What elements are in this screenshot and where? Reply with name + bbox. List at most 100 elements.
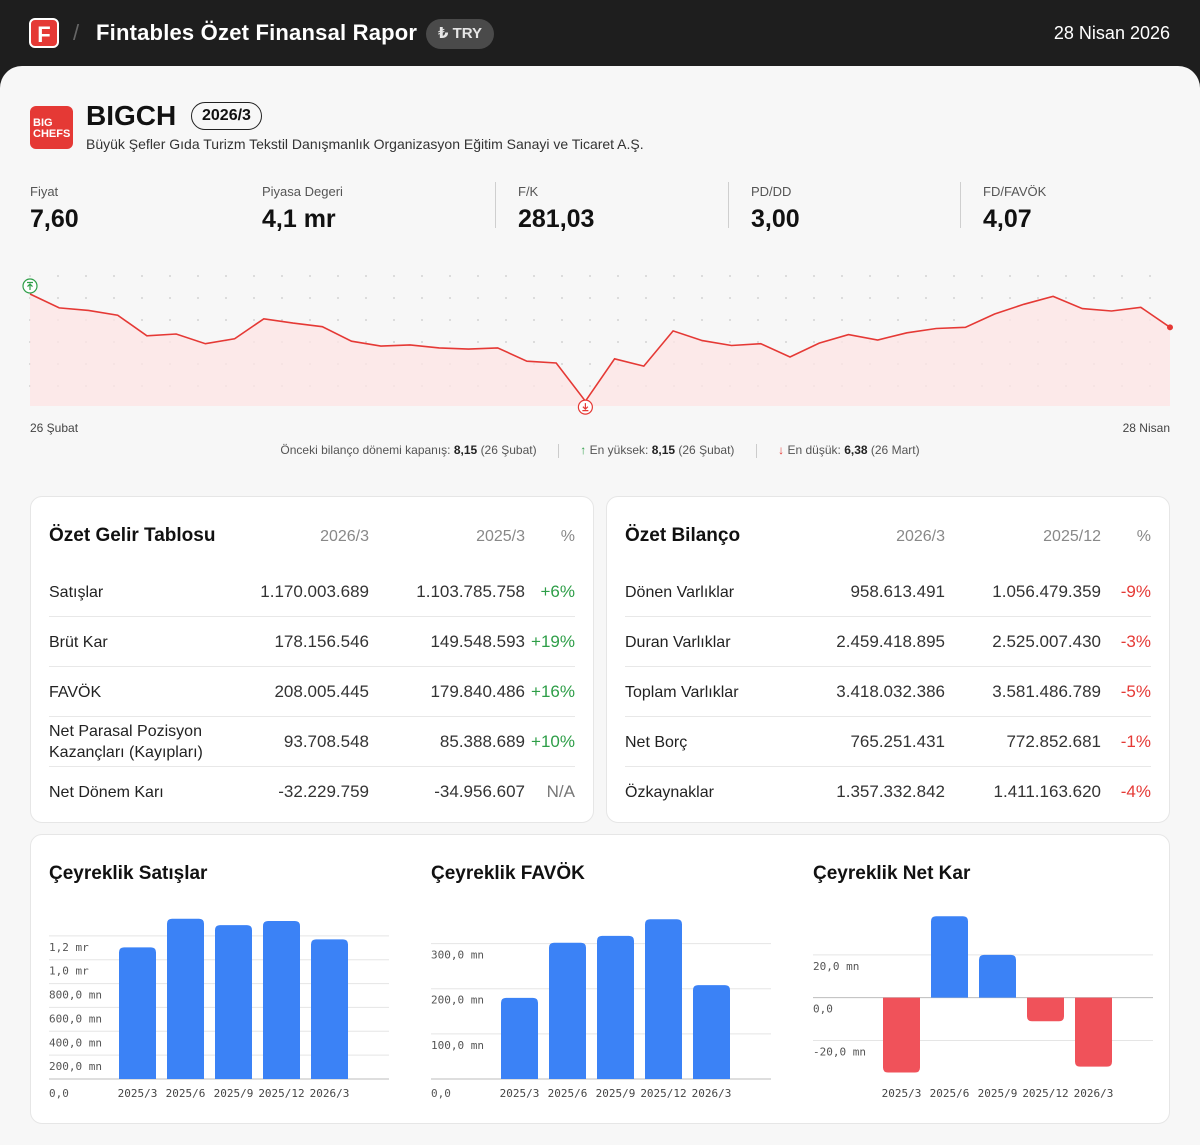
- grid-dot: [477, 275, 479, 277]
- row-value-current: 958.613.491: [850, 582, 945, 601]
- row-label: Net Parasal Pozisyon Kazançları (Kayıpla…: [49, 723, 203, 761]
- price-line-chart[interactable]: [0, 256, 1200, 416]
- grid-dot: [281, 319, 283, 321]
- balance-col-current: 2026/3: [896, 528, 945, 545]
- income-row: Brüt Kar 178.156.546 149.548.593 +19%: [49, 617, 575, 667]
- grid-dot: [645, 275, 647, 277]
- metric-value: 281,03: [518, 205, 595, 233]
- balance-col-previous: 2025/12: [1043, 528, 1101, 545]
- grid-dot: [393, 341, 395, 343]
- row-label: Satışlar: [49, 583, 104, 601]
- high-date: (26 Şubat): [678, 443, 735, 457]
- grid-dot: [869, 319, 871, 321]
- grid-dot: [869, 275, 871, 277]
- company-logo-line1: BIG: [33, 117, 53, 129]
- metric-label: Fiyat: [30, 184, 59, 199]
- x-tick-label: 2025/9: [214, 1087, 254, 1100]
- grid-dot: [813, 319, 815, 321]
- grid-dot: [841, 319, 843, 321]
- grid-dot: [85, 297, 87, 299]
- grid-dot: [925, 275, 927, 277]
- grid-dot: [785, 319, 787, 321]
- price-line: [29, 293, 1171, 403]
- row-value-current: 178.156.546: [274, 632, 369, 651]
- bar: [215, 925, 252, 1079]
- netprofit-bar-chart[interactable]: -20,0 mn 0,0 20,0 mn 2025/3 2025/6 2025/9 2025…: [813, 907, 1155, 1107]
- row-value-current: -32.229.759: [278, 782, 369, 801]
- y-tick-label: 800,0 mn: [49, 989, 102, 1002]
- sales-bar-chart[interactable]: 0,0 200,0 mn 400,0 mn 600,0 mn 800,0 mn 1,0 m…: [49, 907, 391, 1107]
- grid-dot: [1121, 275, 1123, 277]
- bar: [167, 918, 204, 1079]
- grid-dot: [617, 297, 619, 299]
- grid-dot: [309, 297, 311, 299]
- grid-dot: [533, 275, 535, 277]
- metric-divider: [960, 182, 961, 228]
- y-tick-label: 400,0 mn: [49, 1036, 102, 1049]
- row-value-current: 3.418.032.386: [836, 682, 945, 701]
- currency-badge[interactable]: ₺ TRY: [426, 19, 495, 49]
- balance-row: Net Borç 765.251.431 772.852.681 -1%: [625, 717, 1151, 767]
- period-badge[interactable]: 2026/3: [191, 102, 262, 130]
- grid-dot: [113, 275, 115, 277]
- bar: [549, 942, 586, 1079]
- income-row: Net Parasal Pozisyon Kazançları (Kayıpla…: [49, 717, 575, 767]
- metric-label: FD/FAVÖK: [983, 184, 1047, 199]
- grid-dot: [897, 319, 899, 321]
- row-label: Toplam Varlıklar: [625, 683, 739, 701]
- grid-dot: [757, 319, 759, 321]
- high-label: En yüksek:: [589, 443, 649, 457]
- metric-market-cap: Piyasa Degeri 4,1 mr: [262, 184, 343, 234]
- x-tick-label: 2025/9: [978, 1087, 1018, 1100]
- metric-label: Piyasa Degeri: [262, 184, 343, 199]
- chart-start-date: 26 Şubat: [30, 421, 79, 435]
- grid-dot: [589, 363, 591, 365]
- grid-dot: [253, 297, 255, 299]
- grid-dot: [309, 275, 311, 277]
- grid-dot: [925, 297, 927, 299]
- grid-dot: [281, 275, 283, 277]
- report-panel: BIG CHEFS BIGCH 2026/3 Büyük Şefler Gıda…: [0, 66, 1200, 1145]
- grid-dot: [1065, 297, 1067, 299]
- balance-title: Özet Bilanço: [625, 525, 741, 546]
- row-value-previous: -34.956.607: [434, 782, 525, 801]
- grid-dot: [757, 275, 759, 277]
- grid-dot: [85, 275, 87, 277]
- bar: [1027, 997, 1064, 1022]
- bar: [263, 920, 300, 1079]
- grid-dot: [869, 297, 871, 299]
- arrow-down-icon: ↓: [778, 443, 785, 457]
- row-change-pct: N/A: [546, 782, 575, 801]
- grid-dot: [673, 297, 675, 299]
- grid-dot: [1149, 297, 1151, 299]
- grid-dot: [505, 319, 507, 321]
- grid-dot: [561, 363, 563, 365]
- grid-dot: [953, 319, 955, 321]
- grid-dot: [673, 319, 675, 321]
- row-label: Özkaynaklar: [625, 783, 714, 801]
- row-label: Duran Varlıklar: [625, 633, 731, 651]
- grid-dot: [421, 319, 423, 321]
- grid-dot: [953, 297, 955, 299]
- grid-dot: [897, 275, 899, 277]
- breadcrumb-separator: /: [73, 20, 80, 45]
- row-value-current: 765.251.431: [850, 732, 945, 751]
- grid-dot: [141, 297, 143, 299]
- x-tick-label: 2025/6: [548, 1087, 588, 1100]
- price-stats: Önceki bilanço dönemi kapanış: 8,15 (26 …: [0, 443, 1200, 458]
- balance-row: Özkaynaklar 1.357.332.842 1.411.163.620 -4%: [625, 767, 1151, 817]
- grid-dot: [505, 275, 507, 277]
- grid-dot: [225, 275, 227, 277]
- row-value-previous: 179.840.486: [430, 682, 525, 701]
- ebitda-bar-chart[interactable]: 0,0 100,0 mn 200,0 mn 300,0 mn 2025/3 2025/6 2…: [431, 907, 773, 1107]
- grid-dot: [253, 319, 255, 321]
- grid-dot: [225, 319, 227, 321]
- price-area: [30, 294, 1170, 406]
- y-tick-label: 0,0: [49, 1087, 69, 1100]
- y-tick-label: 0,0: [813, 1003, 833, 1016]
- income-row: Satışlar 1.170.003.689 1.103.785.758 +6%: [49, 567, 575, 617]
- fintables-logo[interactable]: F: [29, 18, 59, 48]
- grid-dot: [729, 319, 731, 321]
- grid-dot: [589, 297, 591, 299]
- x-tick-label: 2025/3: [882, 1087, 922, 1100]
